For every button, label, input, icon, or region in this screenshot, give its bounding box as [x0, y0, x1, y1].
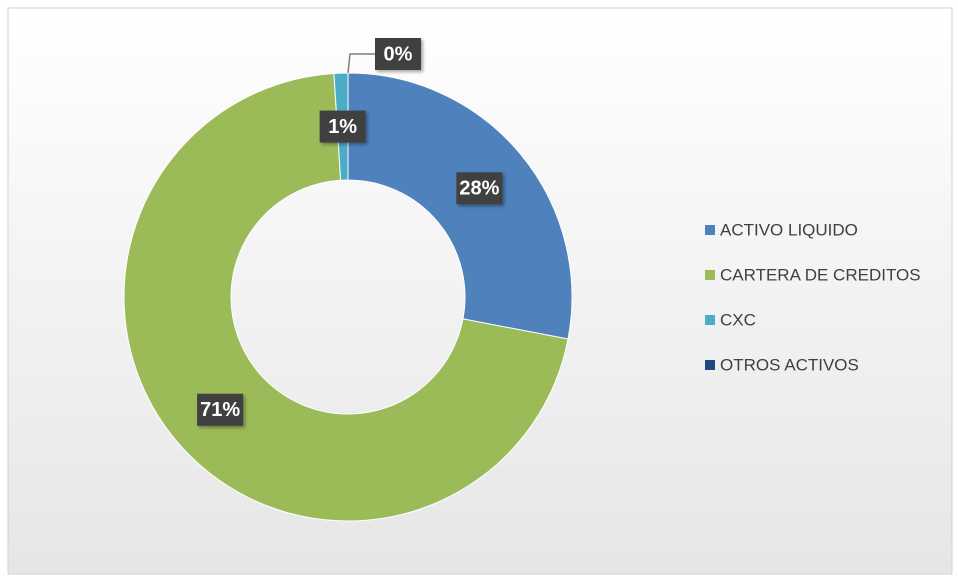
data-label: 71% [200, 399, 240, 421]
data-label-box [456, 172, 503, 205]
data-label: 1% [328, 116, 357, 138]
legend-label: CXC [720, 310, 756, 329]
data-label-box [319, 110, 366, 143]
legend-swatch [705, 360, 715, 370]
data-label-box [197, 393, 244, 426]
legend-swatch [705, 225, 715, 235]
data-label: 0% [384, 43, 413, 65]
legend-swatch [705, 270, 715, 280]
leader-line [347, 53, 375, 74]
donut-slice [347, 72, 573, 340]
legend-label: OTROS ACTIVOS [720, 355, 859, 374]
legend-label: CARTERA DE CREDITOS [720, 265, 921, 284]
legend-label: ACTIVO LIQUIDO [720, 220, 858, 239]
data-label: 28% [459, 178, 499, 200]
legend-swatch [705, 315, 715, 325]
data-label-box [375, 38, 421, 70]
